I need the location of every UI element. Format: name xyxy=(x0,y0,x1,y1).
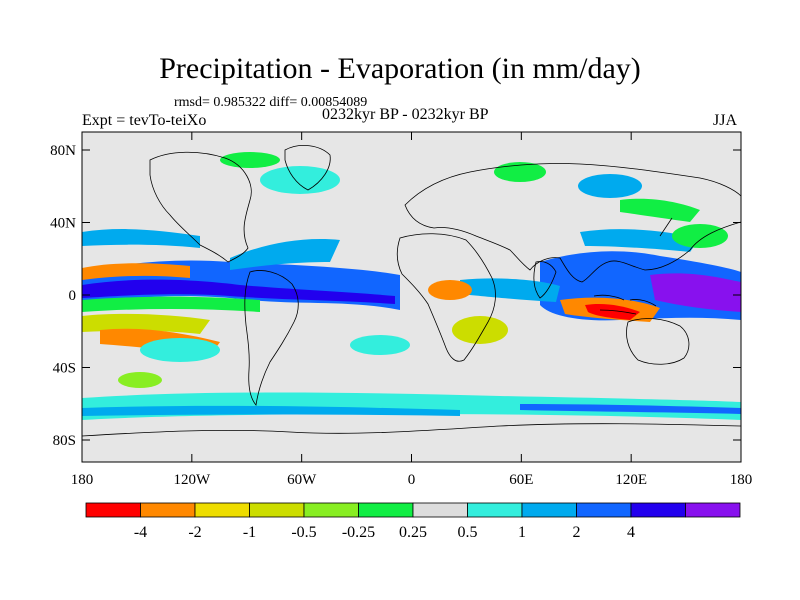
colorbar-swatch xyxy=(467,502,523,518)
lon-tick-label: 60W xyxy=(287,472,317,488)
coastlines xyxy=(82,145,741,437)
map-title: Precipitation - Evaporation (in mm/day) xyxy=(159,52,641,85)
longitude-axis: 180 120W 60W 0 60E 120E 180 xyxy=(71,132,753,488)
scattered-patches xyxy=(118,152,728,388)
colorbar-label: -2 xyxy=(188,524,201,541)
lat-tick-label: 80S xyxy=(53,433,76,449)
latitude-axis: 80N 40N 0 40S 80S xyxy=(50,143,741,449)
lon-tick-label: 120E xyxy=(615,472,647,488)
colorbar-swatch xyxy=(412,502,468,518)
colorbar-swatch xyxy=(303,502,359,518)
southern-ocean-band xyxy=(82,392,741,420)
lon-tick-label: 120W xyxy=(173,472,211,488)
colorbar-swatch xyxy=(140,502,196,518)
lon-tick-label: 180 xyxy=(730,472,753,488)
lat-tick-label: 40S xyxy=(53,361,76,377)
experiment-label: Expt = tevTo-teiXo xyxy=(82,112,207,129)
indian-pacific-warmpool xyxy=(460,198,741,322)
colorbar-label: 0.5 xyxy=(458,524,478,541)
lon-tick-label: 0 xyxy=(408,472,416,488)
lat-tick-label: 0 xyxy=(69,288,77,304)
colorbar-label: -0.5 xyxy=(291,524,316,541)
colorbar-swatch xyxy=(521,502,577,518)
colorbar-swatch xyxy=(249,502,305,518)
colorbar-swatch xyxy=(685,502,741,518)
colorbar-label: -4 xyxy=(134,524,147,541)
colorbar-swatch xyxy=(576,502,632,518)
map-field xyxy=(82,132,741,462)
colorbar-swatch xyxy=(358,502,414,518)
colorbar: -4 -2 -1 -0.5 -0.25 0.25 0.5 1 2 4 xyxy=(85,502,741,541)
lon-tick-label: 180 xyxy=(71,472,94,488)
colorbar-label: 1 xyxy=(518,524,526,541)
pacific-belt xyxy=(82,263,220,356)
colorbar-label: -1 xyxy=(243,524,256,541)
colorbar-swatch xyxy=(85,502,141,518)
lat-tick-label: 80N xyxy=(50,143,76,159)
colorbar-label: -0.25 xyxy=(342,524,375,541)
colorbar-label: 4 xyxy=(627,524,635,541)
stats-text: rmsd= 0.985322 diff= 0.00854089 xyxy=(174,95,368,110)
season-label: JJA xyxy=(713,112,738,129)
lat-tick-label: 40N xyxy=(50,216,76,232)
colorbar-swatch xyxy=(194,502,250,518)
colorbar-label: 0.25 xyxy=(399,524,427,541)
colorbar-label: 2 xyxy=(573,524,581,541)
colorbar-swatch xyxy=(630,502,686,518)
lon-tick-label: 60E xyxy=(509,472,533,488)
period-label: 0232kyr BP - 0232kyr BP xyxy=(322,106,489,123)
